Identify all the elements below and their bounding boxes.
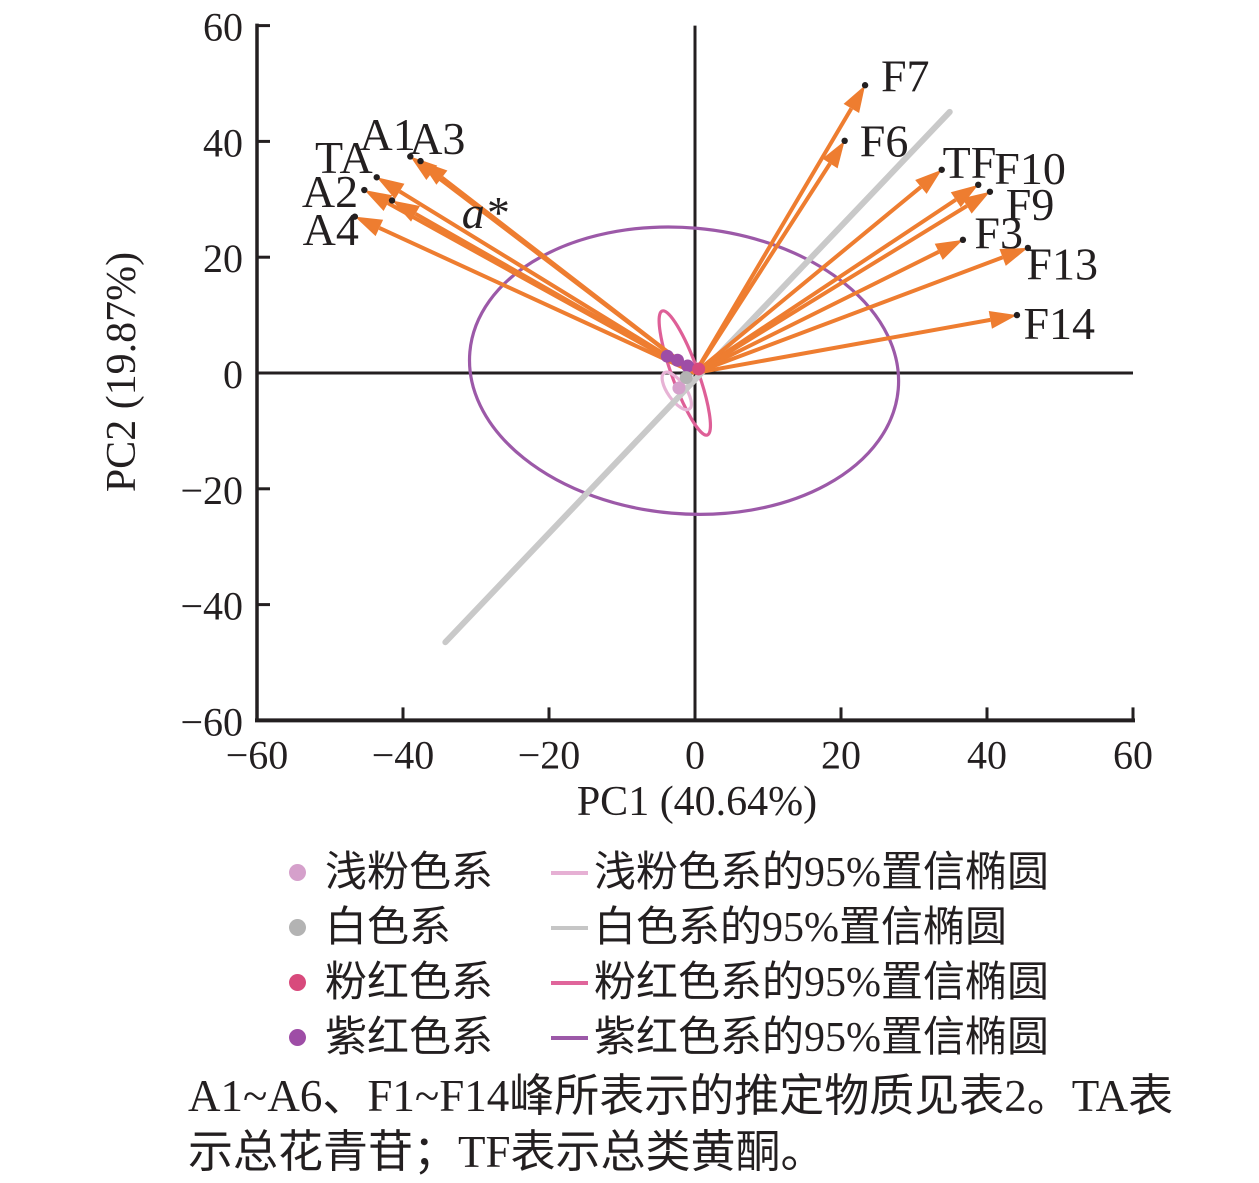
legend-label-pink: 粉红色系 [325, 959, 494, 1006]
loading-arrowhead-A4 [354, 216, 384, 237]
loading-tip-dot-TA [373, 174, 380, 181]
loading-arrowhead-TA [376, 177, 405, 200]
score-point-lightpink [672, 381, 686, 395]
loading-label-TA: TA [315, 132, 373, 183]
legend-line-swatch-lightpink [551, 870, 588, 875]
loading-arrow-F14 [694, 317, 991, 375]
loading-tip-dot-F3 [959, 236, 967, 244]
loading-label-F14: F14 [1023, 298, 1095, 349]
legend-ellipse-label-pink: 粉红色系的95%置信椭圆 [594, 959, 1049, 1006]
loading-tip-dot-F9 [986, 188, 994, 195]
loading-arrowhead-F10 [950, 184, 979, 208]
legend-ellipse-label-white: 白色系的95%置信椭圆 [594, 904, 1007, 951]
legend: 浅粉色系 浅粉色系的95%置信椭圆白色系 白色系的95%置信椭圆粉红色系 粉红色系的9… [270, 845, 1130, 1065]
loading-arrow-F6 [693, 162, 832, 375]
score-point-pink [692, 362, 706, 376]
caption-line-2: 示总花青苷；TF表示总类黄酮。 [188, 1127, 826, 1177]
loading-tip-dot-TF [938, 166, 945, 173]
loading-arrowhead-F9 [962, 191, 990, 214]
legend-line-swatch-pink [551, 980, 588, 985]
loading-label-A3: A3 [409, 113, 465, 164]
loading-label-A2: A2 [302, 166, 358, 217]
loading-arrowhead-F14 [988, 311, 1017, 329]
score-point-purple [670, 353, 684, 367]
x-tick-label: 20 [821, 732, 861, 777]
legend-dot-pink [289, 974, 306, 991]
x-tick-label: 40 [967, 732, 1007, 777]
loading-arrow-F3 [694, 250, 940, 375]
x-tick-label: −40 [372, 732, 435, 777]
confidence-ellipse-white-line [442, 108, 953, 646]
loading-tip-dot-a* [388, 197, 396, 204]
y-tick-label: 20 [203, 236, 243, 281]
legend-dot-purple [289, 1029, 306, 1046]
loading-tip-dot-F10 [975, 181, 982, 189]
loading-label-F13: F13 [1026, 239, 1098, 290]
loading-arrowhead-TF [915, 169, 942, 194]
loading-arrowhead-a* [392, 200, 420, 222]
loading-tip-dot-F14 [1013, 311, 1021, 319]
y-axis-title: PC2 (19.87%) [99, 252, 145, 492]
score-point-purple [660, 349, 674, 363]
x-tick-label: 0 [685, 732, 705, 777]
legend-dot-white [289, 919, 306, 936]
loading-arrowhead-F3 [934, 239, 963, 260]
loading-arrowhead-F13 [999, 247, 1028, 266]
loading-label-F6: F6 [860, 115, 909, 166]
y-tick-label: 0 [223, 352, 243, 397]
loading-arrow-a* [414, 212, 696, 375]
legend-label-lightpink: 浅粉色系 [325, 849, 494, 896]
legend-ellipse-label-purple: 紫红色系的95%置信椭圆 [594, 1014, 1049, 1061]
x-tick-label: −60 [226, 732, 289, 777]
y-tick-label: 40 [203, 120, 243, 165]
loading-arrow-A3 [440, 176, 697, 375]
y-tick-label: −20 [180, 468, 243, 513]
loading-tip-dot-F13 [1024, 244, 1032, 252]
loading-label-F10: F10 [994, 143, 1066, 194]
y-tick-label: 60 [203, 5, 243, 50]
legend-item-white: 白色系 白色系的95%置信椭圆 [270, 900, 1130, 955]
loading-tip-dot-F6 [841, 137, 848, 145]
legend-line-swatch-white [551, 925, 588, 930]
loading-arrow-F13 [694, 255, 1004, 375]
loading-arrow-TF [693, 185, 923, 375]
y-tick-label: −60 [180, 699, 243, 744]
x-tick-label: 60 [1113, 732, 1153, 777]
loading-arrow-F9 [693, 204, 968, 375]
loading-label-F9: F9 [1006, 179, 1055, 230]
loading-label-F7: F7 [881, 51, 930, 102]
loading-arrowhead-A2 [364, 190, 393, 211]
legend-item-lightpink: 浅粉色系 浅粉色系的95%置信椭圆 [270, 845, 1130, 900]
loading-tip-dot-A1 [407, 153, 414, 160]
confidence-ellipse-purple [467, 225, 901, 516]
loading-arrow-A4 [378, 226, 696, 375]
loading-label-TF: TF [943, 137, 997, 188]
legend-line-swatch-purple [551, 1035, 588, 1040]
y-tick-label: −40 [180, 584, 243, 629]
loading-label-A4: A4 [303, 204, 359, 255]
loading-arrowhead-F7 [843, 85, 866, 114]
figure-caption: A1~A6、F1~F14峰所表示的推定物质见表2。TA表 示总花青苷；TF表示总… [188, 1068, 1208, 1180]
legend-dot-lightpink [289, 864, 306, 881]
loading-tip-dot-A3 [417, 157, 424, 165]
score-point-white [679, 371, 693, 385]
pca-biplot: −60 −40 −20 0 20 40 60 −60 −40 −20 0 20 40 60 PC1 (40.… [99, 5, 1153, 825]
legend-item-purple: 紫红色系 紫红色系的95%置信椭圆 [270, 1010, 1130, 1065]
loading-arrowhead-F6 [822, 140, 845, 169]
score-point-purple [681, 359, 695, 373]
loading-tip-dot-A2 [361, 186, 368, 194]
legend-label-white: 白色系 [325, 904, 452, 951]
loading-label-a*: a* [462, 187, 508, 238]
x-axis-title: PC1 (40.64%) [577, 779, 817, 825]
legend-label-purple: 紫红色系 [325, 1014, 494, 1061]
x-tick-label: −20 [518, 732, 581, 777]
legend-ellipse-label-lightpink: 浅粉色系的95%置信椭圆 [594, 849, 1049, 896]
loading-tip-dot-A4 [351, 213, 359, 220]
loading-label-A1: A1 [360, 109, 416, 160]
loading-tip-dot-F7 [861, 82, 869, 89]
legend-item-pink: 粉红色系 粉红色系的95%置信椭圆 [270, 955, 1130, 1010]
caption-line-1: A1~A6、F1~F14峰所表示的推定物质见表2。TA表 [188, 1071, 1174, 1121]
loading-arrowhead-A3 [420, 161, 448, 185]
